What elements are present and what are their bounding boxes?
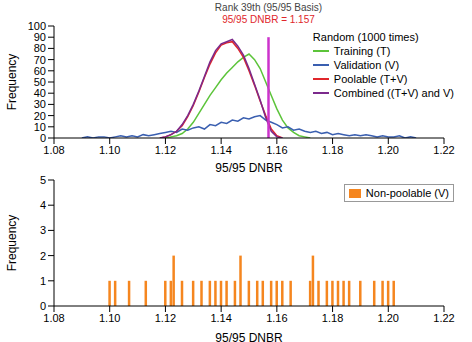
svg-text:1.16: 1.16 <box>266 312 287 324</box>
svg-text:5: 5 <box>40 174 46 186</box>
svg-text:95/95 DNBR: 95/95 DNBR <box>215 161 283 172</box>
html-text:Random (1000 times): Random (1000 times) <box>312 31 419 43</box>
svg-text:1.08: 1.08 <box>43 144 64 156</box>
html-text:Validation (V): Validation (V) <box>333 59 400 71</box>
svg-text:80: 80 <box>34 42 46 54</box>
svg-text:1.12: 1.12 <box>155 144 176 156</box>
svg-text:1.14: 1.14 <box>210 312 231 324</box>
svg-text:0: 0 <box>40 300 46 312</box>
svg-text:2: 2 <box>40 250 46 262</box>
svg-text:100: 100 <box>28 20 46 32</box>
svg-text:40: 40 <box>34 87 46 99</box>
svg-text:3: 3 <box>40 224 46 236</box>
svg-text:1.10: 1.10 <box>99 144 120 156</box>
svg-text:Frequency: Frequency <box>8 54 19 111</box>
svg-text:1.20: 1.20 <box>378 144 399 156</box>
html-text:Training (T): Training (T) <box>333 45 391 57</box>
svg-text:10: 10 <box>34 121 46 133</box>
svg-text:50: 50 <box>34 76 46 88</box>
svg-text:4: 4 <box>40 199 46 211</box>
svg-text:1.20: 1.20 <box>378 312 399 324</box>
svg-text:90: 90 <box>34 31 46 43</box>
svg-text:1.16: 1.16 <box>266 144 287 156</box>
svg-text:1: 1 <box>40 275 46 287</box>
svg-text:1.22: 1.22 <box>433 312 454 324</box>
svg-text:30: 30 <box>34 98 46 110</box>
html-text:Poolable (T+V): Poolable (T+V) <box>333 73 408 85</box>
svg-text:Frequency: Frequency <box>8 215 19 272</box>
svg-text:95/95 DNBR = 1.157: 95/95 DNBR = 1.157 <box>222 14 315 25</box>
svg-text:1.18: 1.18 <box>322 312 343 324</box>
svg-text:1.10: 1.10 <box>99 312 120 324</box>
svg-text:70: 70 <box>34 54 46 66</box>
svg-text:1.22: 1.22 <box>433 144 454 156</box>
svg-text:60: 60 <box>34 65 46 77</box>
svg-text:95/95 DNBR: 95/95 DNBR <box>215 331 283 342</box>
svg-text:0: 0 <box>40 132 46 144</box>
svg-text:1.14: 1.14 <box>210 144 231 156</box>
html-text:Combined ((T+V) and V): Combined ((T+V) and V) <box>333 87 454 99</box>
html-text:Non-poolable (V): Non-poolable (V) <box>365 187 449 199</box>
svg-text:1.08: 1.08 <box>43 312 64 324</box>
svg-text:1.18: 1.18 <box>322 144 343 156</box>
svg-text:Rank 39th (95/95 Basis): Rank 39th (95/95 Basis) <box>215 2 322 13</box>
svg-text:1.12: 1.12 <box>155 312 176 324</box>
svg-text:20: 20 <box>34 110 46 122</box>
